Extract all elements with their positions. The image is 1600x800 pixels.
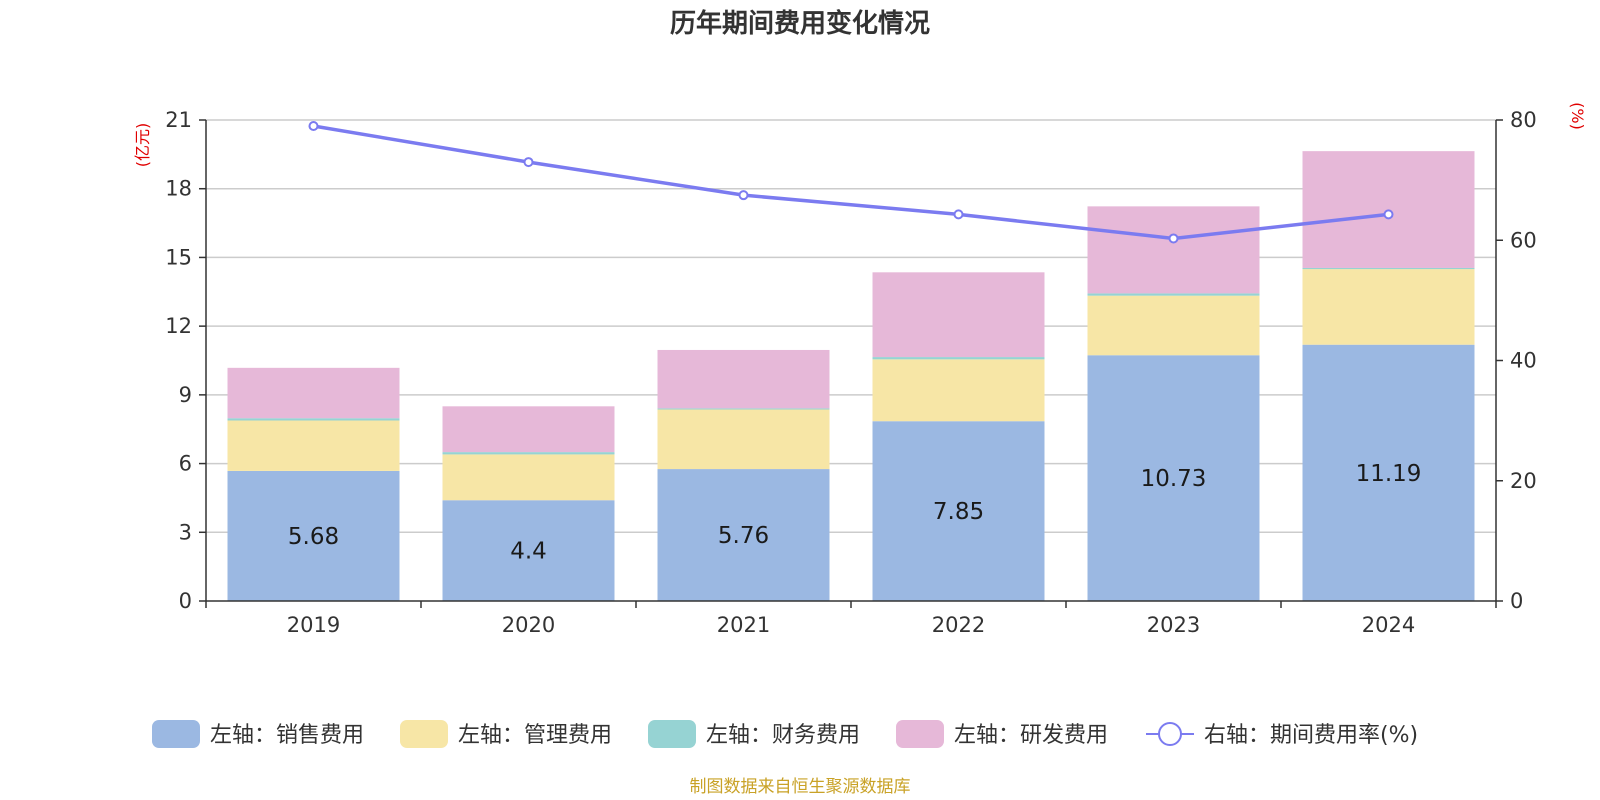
rate-point	[738, 190, 749, 201]
bar-segment	[1302, 344, 1475, 601]
left-tick-label: 0	[179, 589, 192, 613]
legend-swatch	[400, 720, 448, 748]
bar-value-label: 5.68	[288, 524, 339, 550]
x-tick-label: 2023	[1147, 613, 1200, 637]
axes-group: 0 3 6 9 12 15 18 21 0 20 40 60 80 2019 2020 2021 2022 202…	[165, 108, 1536, 637]
legend-label: 左轴：管理费用	[458, 723, 612, 748]
right-tick-label: 40	[1510, 349, 1537, 373]
bar-segment	[872, 272, 1045, 358]
bar-segment	[1087, 293, 1260, 296]
bar-segment	[442, 452, 615, 455]
bar-segment	[872, 421, 1045, 601]
right-tick-label: 60	[1510, 228, 1537, 252]
left-tick-label: 6	[179, 452, 192, 476]
bar-value-label: 5.76	[718, 523, 769, 549]
bar-segment	[227, 367, 400, 419]
right-tick-label: 0	[1510, 589, 1523, 613]
x-tick-label: 2021	[717, 613, 770, 637]
bar-segment	[872, 359, 1045, 422]
legend-label: 左轴：销售费用	[210, 723, 364, 748]
left-tick-label: 9	[179, 383, 192, 407]
left-tick-label: 21	[165, 108, 192, 132]
rate-point	[1383, 209, 1394, 220]
rate-point	[308, 121, 319, 132]
bar-segment	[227, 470, 400, 601]
bar-value-label: 4.4	[510, 539, 547, 565]
legend-swatch	[648, 720, 696, 748]
legend-item[interactable]: 左轴：研发费用	[896, 720, 1108, 748]
legend-swatch	[896, 720, 944, 748]
x-tick-label: 2019	[287, 613, 340, 637]
rate-point	[953, 209, 964, 220]
bar-segment	[657, 409, 830, 470]
bar-segment	[1087, 206, 1260, 294]
bar-segment	[657, 469, 830, 601]
left-tick-label: 18	[165, 177, 192, 201]
bar-segment	[657, 408, 830, 410]
legend-item[interactable]: 右轴：期间费用率(%)	[1146, 722, 1418, 748]
chart-title: 历年期间费用变化情况	[670, 8, 930, 39]
legend-swatch	[152, 720, 200, 748]
left-axis-unit: (亿元)	[133, 123, 152, 168]
rate-point	[1168, 233, 1179, 244]
right-axis-unit: (%)	[1568, 102, 1587, 130]
source-footer: 制图数据来自恒生聚源数据库	[690, 777, 911, 797]
bar-value-label: 7.85	[933, 499, 984, 525]
legend-label: 左轴：研发费用	[954, 723, 1108, 748]
rate-line-group	[308, 121, 1394, 244]
bar-segment	[442, 500, 615, 601]
bars-group: 5.68 4.4 5.76 7.85 10.73 11.19	[227, 151, 1475, 601]
legend: 左轴：销售费用 左轴：管理费用 左轴：财务费用 左轴：研发费用 右轴：期间费用率(%)	[152, 720, 1418, 748]
left-tick-label: 3	[179, 520, 192, 544]
rate-point	[523, 157, 534, 168]
right-tick-label: 80	[1510, 108, 1537, 132]
bar-segment	[442, 406, 615, 453]
bar-segment	[1087, 355, 1260, 601]
bar-segment	[657, 349, 830, 409]
rate-line	[313, 124, 1389, 241]
legend-label: 右轴：期间费用率(%)	[1204, 723, 1418, 748]
bar-segment	[1087, 295, 1260, 356]
left-tick-label: 15	[165, 245, 192, 269]
left-tick-label: 12	[165, 314, 192, 338]
x-tick-label: 2022	[932, 613, 985, 637]
legend-label: 左轴：财务费用	[706, 723, 860, 748]
bar-segment	[227, 420, 400, 471]
x-tick-label: 2020	[502, 613, 555, 637]
bar-value-label: 10.73	[1141, 466, 1207, 492]
legend-item[interactable]: 左轴：财务费用	[648, 720, 860, 748]
bar-segment	[227, 418, 400, 421]
x-tick-label: 2024	[1362, 613, 1415, 637]
right-tick-label: 20	[1510, 469, 1537, 493]
legend-item[interactable]: 左轴：销售费用	[152, 720, 364, 748]
legend-item[interactable]: 左轴：管理费用	[400, 720, 612, 748]
grid-lines	[206, 119, 1496, 534]
bar-segment	[1302, 267, 1475, 270]
legend-marker	[1158, 722, 1182, 746]
bar-segment	[442, 454, 615, 501]
bar-segment	[872, 357, 1045, 360]
bar-segment	[1302, 269, 1475, 345]
bar-value-label: 11.19	[1356, 461, 1422, 487]
